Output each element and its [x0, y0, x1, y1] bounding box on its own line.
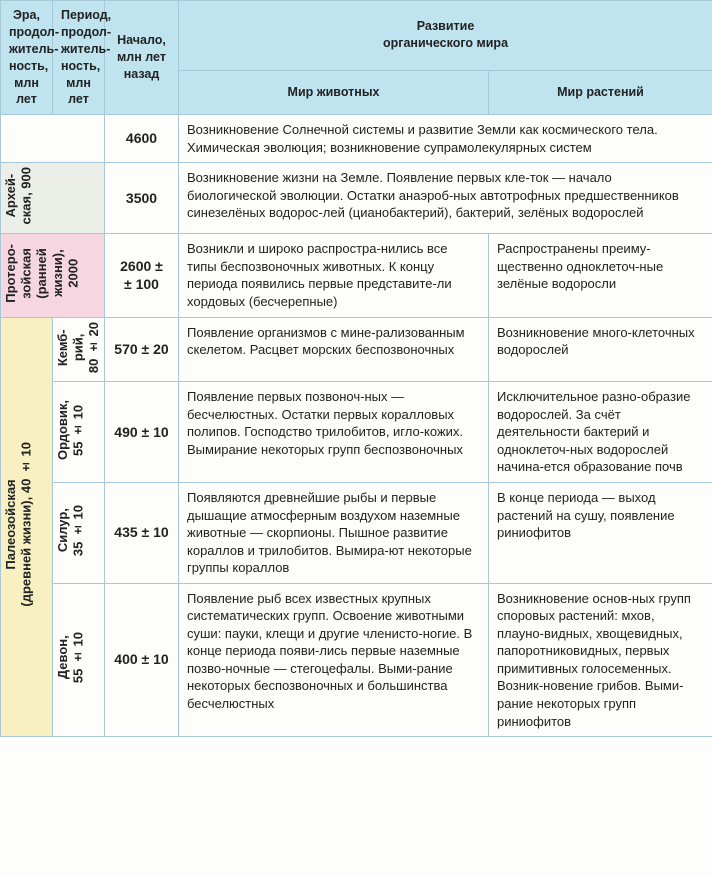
plants-text: Исключительное разно-образие водорослей.… — [489, 382, 712, 483]
plants-text: Возникновение основ-ных групп споровых р… — [489, 583, 712, 736]
animals-text: Появление первых позвоноч-ных — бесчелюс… — [179, 382, 489, 483]
period-label-ordovik: Ордовик, 55 ± 10 — [55, 400, 102, 460]
start-value: 3500 — [105, 163, 179, 234]
table-row: Силур, 35 ± 10 435 ± 10 Появляются древн… — [1, 482, 712, 583]
plants-text: В конце периода — выход растений на сушу… — [489, 482, 712, 583]
period-label-devon: Девон, 55 ± 10 — [55, 632, 102, 683]
era-label-archean: Архей- ская, 900 — [3, 167, 102, 224]
period-label-cambrian: Кемб- рий, 80 ± 20 — [55, 322, 102, 373]
start-value: 4600 — [105, 115, 179, 163]
header-period: Период, продол- житель- ность, млн лет — [53, 1, 105, 115]
header-start: Начало, млн лет назад — [105, 1, 179, 115]
animals-text: Появление организмов с мине-рализованным… — [179, 317, 489, 382]
start-value: 2600 ± ± 100 — [105, 234, 179, 317]
geologic-time-table: Эра, продол- житель- ность, млн лет Пери… — [0, 0, 712, 737]
table-row: 4600 Возникновение Солнечной системы и р… — [1, 115, 712, 163]
plants-text: Распространены преиму-щественно одноклет… — [489, 234, 712, 317]
start-value: 435 ± 10 — [105, 482, 179, 583]
period-label-silur: Силур, 35 ± 10 — [55, 505, 102, 556]
start-value: 400 ± 10 — [105, 583, 179, 736]
era-label-paleo: Палеозойская (древней жизни), 40 ± 10 — [3, 442, 50, 607]
table-row: Ордовик, 55 ± 10 490 ± 10 Появление перв… — [1, 382, 712, 483]
start-value: 570 ± 20 — [105, 317, 179, 382]
header-era: Эра, продол- житель- ность, млн лет — [1, 1, 53, 115]
table-row: Палеозойская (древней жизни), 40 ± 10 Ке… — [1, 317, 712, 382]
table-row: Архей- ская, 900 3500 Возникновение жизн… — [1, 163, 712, 234]
header-dev-group: Развитие органического мира — [179, 1, 712, 71]
plants-text: Возникновение много-клеточных водорослей — [489, 317, 712, 382]
table-row: Девон, 55 ± 10 400 ± 10 Появление рыб вс… — [1, 583, 712, 736]
table-row: Протеро- зойская (ранней жизни), 2000 26… — [1, 234, 712, 317]
header-animals: Мир животных — [179, 70, 489, 115]
dev-text: Возникновение жизни на Земле. Появление … — [179, 163, 712, 234]
dev-text: Возникновение Солнечной системы и развит… — [179, 115, 712, 163]
header-plants: Мир растений — [489, 70, 712, 115]
era-label-protero: Протеро- зойская (ранней жизни), 2000 — [3, 244, 102, 303]
start-value: 490 ± 10 — [105, 382, 179, 483]
animals-text: Появляются древнейшие рыбы и первые дыша… — [179, 482, 489, 583]
animals-text: Появление рыб всех известных крупных сис… — [179, 583, 489, 736]
animals-text: Возникли и широко распростра-нились все … — [179, 234, 489, 317]
